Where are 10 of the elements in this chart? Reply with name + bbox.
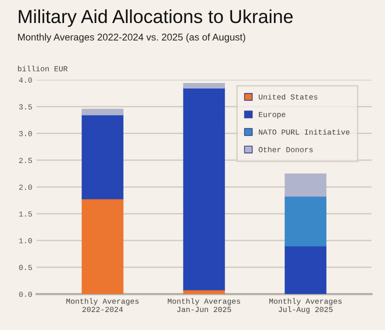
chart-title: Military Aid Allocations to Ukraine bbox=[18, 9, 293, 27]
bar bbox=[284, 174, 326, 197]
bar bbox=[284, 195, 326, 246]
chart-subtitle: Monthly Averages 2022-2024 vs. 2025 (as of August) bbox=[18, 33, 246, 42]
bar bbox=[183, 87, 225, 290]
bar bbox=[82, 198, 124, 294]
bar bbox=[82, 114, 124, 200]
bar bbox=[183, 83, 225, 88]
bar bbox=[284, 245, 326, 294]
bar bbox=[82, 108, 124, 116]
